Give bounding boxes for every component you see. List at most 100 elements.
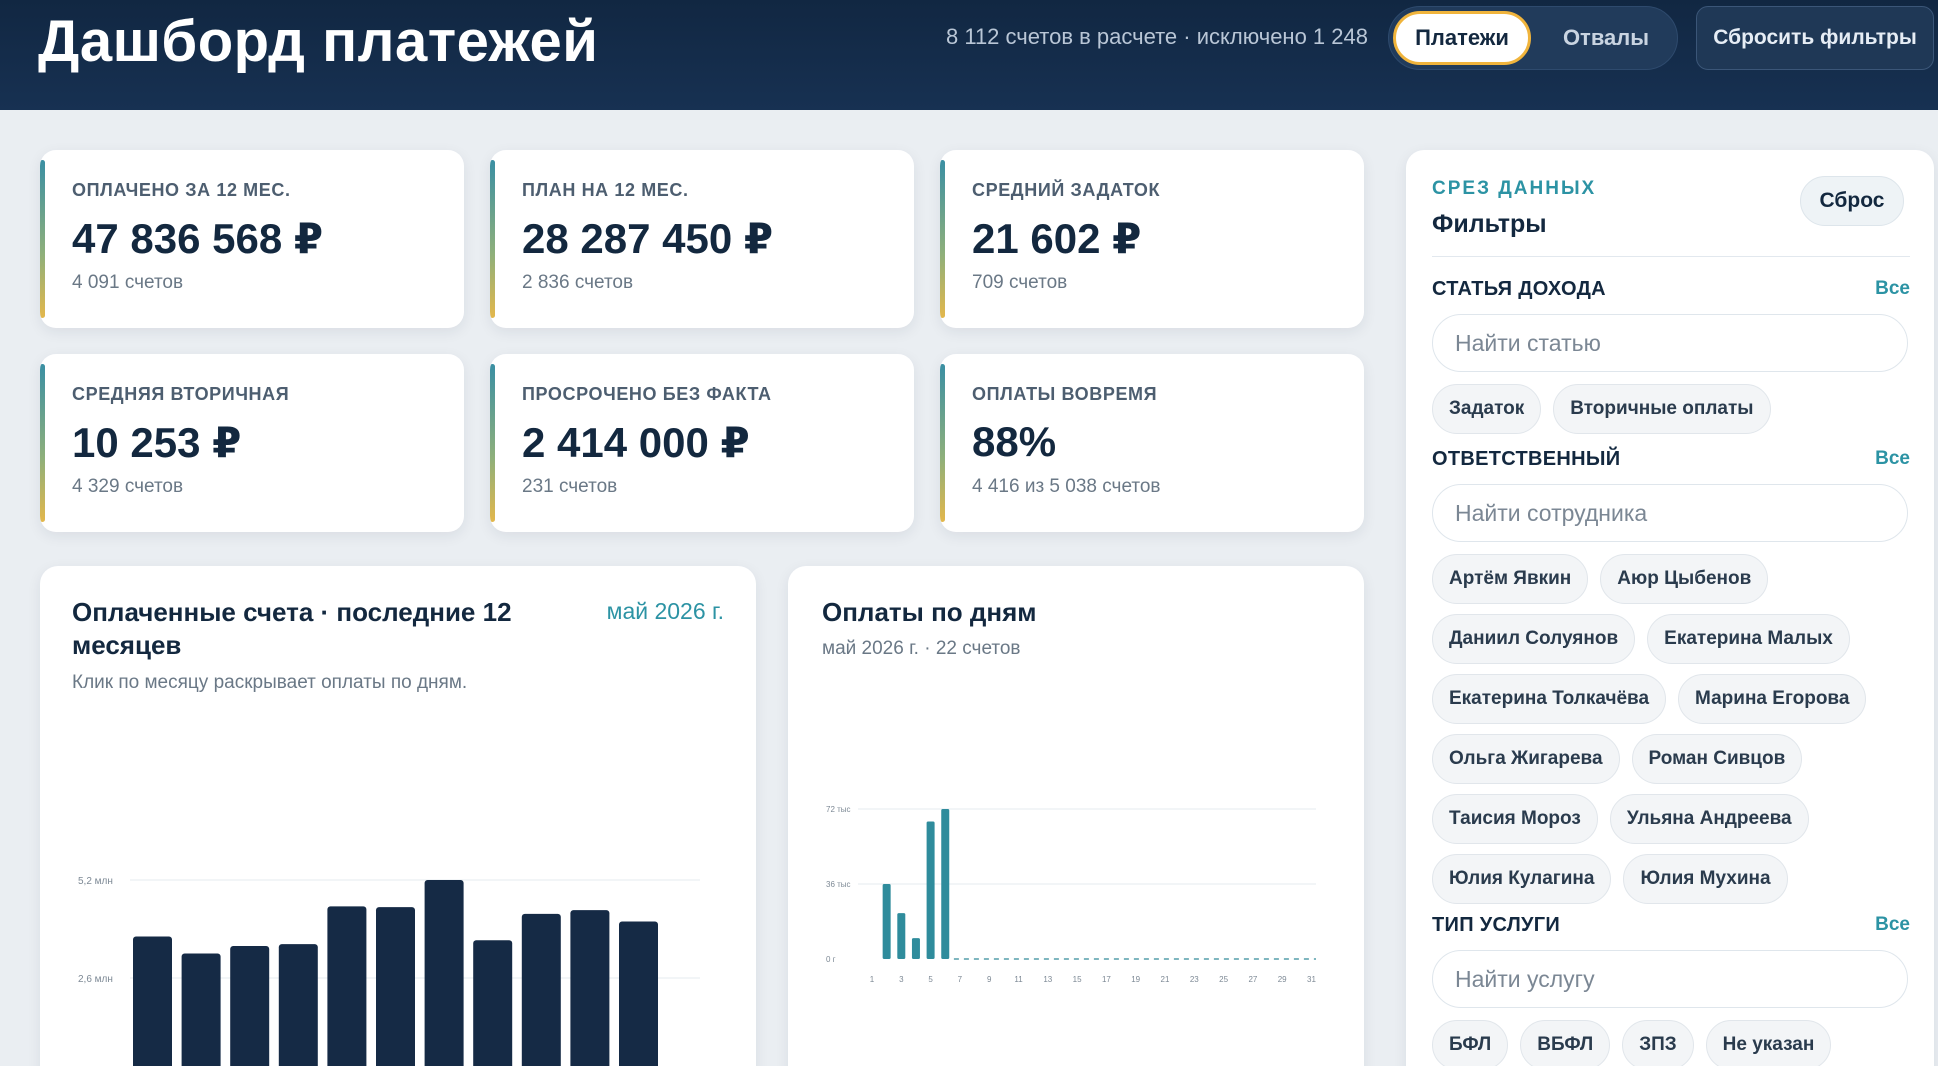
kpi-label: ПЛАН НА 12 МЕС. xyxy=(522,180,689,200)
chip-service-item[interactable]: ВБФЛ xyxy=(1520,1020,1611,1066)
monthly-chart-card: Оплаченные счета · последние 12 месяцев … xyxy=(40,566,756,1066)
x-tick-label: 23 xyxy=(1190,975,1199,984)
bar-month xyxy=(181,953,221,1066)
income-section-label: СТАТЬЯ ДОХОДА xyxy=(1432,278,1606,300)
kpi-card-paid: ОПЛАЧЕНО ЗА 12 МЕС. 47 836 568 ₽ 4 091 с… xyxy=(40,150,464,328)
bar-day xyxy=(941,809,950,959)
x-tick-label: 31 xyxy=(1307,975,1316,984)
x-tick-label: 25 xyxy=(1219,975,1228,984)
x-tick-label: 17 xyxy=(1102,975,1111,984)
owner-section-label: ОТВЕТСТВЕННЫЙ xyxy=(1432,448,1621,470)
daily-chart-subtitle: май 2026 г. · 22 счетов xyxy=(822,638,1021,659)
kpi-label: ПРОСРОЧЕНО БЕЗ ФАКТА xyxy=(522,384,772,404)
x-tick-label: 3 xyxy=(899,975,904,984)
chip-owner-item[interactable]: Даниил Солуянов xyxy=(1432,614,1636,664)
y-tick-label: 36 тыс xyxy=(826,880,851,889)
bar-month xyxy=(327,906,367,1066)
filters-panel: СРЕЗ ДАННЫХ Фильтры Сброс СТАТЬЯ ДОХОДА … xyxy=(1406,150,1934,1066)
chip-owner-item[interactable]: Роман Сивцов xyxy=(1631,734,1803,784)
y-tick-label: 2,6 млн xyxy=(78,974,113,985)
tab-dropouts[interactable]: Отвалы xyxy=(1562,25,1650,50)
x-tick-label: 13 xyxy=(1043,975,1052,984)
chip-owner-item[interactable]: Юлия Кулагина xyxy=(1432,854,1612,904)
panel-kicker: СРЕЗ ДАННЫХ xyxy=(1432,178,1597,199)
bar-month xyxy=(230,945,270,1066)
kpi-value: 88% xyxy=(972,418,1057,465)
daily-chart-card: Оплаты по дням май 2026 г. · 22 счетов 7… xyxy=(788,566,1364,1066)
bar-day xyxy=(911,938,920,959)
chip-owner-item[interactable]: Ольга Жигарева xyxy=(1432,734,1620,784)
kpi-subtext: 4 091 счетов xyxy=(72,272,184,293)
income-select-all-link[interactable]: Все xyxy=(1875,278,1910,299)
panel-title: Фильтры xyxy=(1432,210,1547,238)
bar-month xyxy=(570,910,610,1066)
income-chips: Задаток Вторичные оплаты xyxy=(1432,384,1912,434)
x-tick-label: 1 xyxy=(870,975,875,984)
reset-filters-button[interactable]: Сбросить фильтры xyxy=(1696,6,1934,70)
x-tick-label: 27 xyxy=(1248,975,1257,984)
kpi-card-overdue: ПРОСРОЧЕНО БЕЗ ФАКТА 2 414 000 ₽ 231 сче… xyxy=(490,354,914,532)
chip-service-item[interactable]: Не указан xyxy=(1705,1020,1832,1066)
kpi-value: 21 602 ₽ xyxy=(972,215,1142,262)
x-tick-label: 9 xyxy=(987,975,992,984)
owner-chips: Артём Явкин Аюр Цыбенов Даниил Солуянов … xyxy=(1432,554,1912,904)
x-tick-label: 21 xyxy=(1161,975,1170,984)
chip-service-item[interactable]: БФЛ xyxy=(1432,1020,1509,1066)
selected-month-link[interactable]: май 2026 г. xyxy=(606,598,724,624)
chip-owner-item[interactable]: Екатерина Малых xyxy=(1647,614,1850,664)
chip-income-item[interactable]: Вторичные оплаты xyxy=(1553,384,1771,434)
service-select-all-link[interactable]: Все xyxy=(1875,914,1910,935)
chip-income-item[interactable]: Задаток xyxy=(1432,384,1542,434)
daily-chart-title: Оплаты по дням xyxy=(822,597,1037,627)
chip-owner-item[interactable]: Юлия Мухина xyxy=(1623,854,1788,904)
chip-service-item[interactable]: ЗПЗ xyxy=(1622,1020,1694,1066)
bar-month xyxy=(424,880,464,1066)
monthly-chart-hint: Клик по месяцу раскрывает оплаты по дням… xyxy=(72,672,468,693)
owner-search-input[interactable]: Найти сотрудника xyxy=(1432,484,1908,542)
kpi-card-plan: ПЛАН НА 12 МЕС. 28 287 450 ₽ 2 836 счето… xyxy=(490,150,914,328)
kpi-value: 47 836 568 ₽ xyxy=(72,215,324,262)
chip-owner-item[interactable]: Екатерина Толкачёва xyxy=(1432,674,1667,724)
x-tick-label: 7 xyxy=(958,975,963,984)
monthly-bar-chart: 5,2 млн 2,6 млн xyxy=(78,876,700,1066)
kpi-subtext: 2 836 счетов xyxy=(522,272,634,293)
bar-day xyxy=(926,821,935,959)
kpi-subtext: 4 416 из 5 038 счетов xyxy=(972,476,1161,497)
bar-month xyxy=(376,907,415,1066)
panel-reset-button[interactable]: Сброс xyxy=(1800,176,1904,226)
owner-select-all-link[interactable]: Все xyxy=(1875,448,1910,469)
bar-day xyxy=(897,913,906,959)
bar-month xyxy=(133,936,172,1066)
chip-owner-item[interactable]: Ульяна Андреева xyxy=(1609,794,1809,844)
chip-owner-item[interactable]: Марина Егорова xyxy=(1678,674,1867,724)
service-section-label: ТИП УСЛУГИ xyxy=(1432,914,1561,936)
bar-month xyxy=(278,944,318,1066)
y-tick-label: 72 тыс xyxy=(826,805,851,814)
kpi-card-avg-secondary: СРЕДНЯЯ ВТОРИЧНАЯ 10 253 ₽ 4 329 счетов xyxy=(40,354,464,532)
bar-month xyxy=(619,921,658,1066)
y-tick-label: 5,2 млн xyxy=(78,876,113,887)
kpi-card-avg-deposit: СРЕДНИЙ ЗАДАТОК 21 602 ₽ 709 счетов xyxy=(940,150,1364,328)
kpi-card-on-time: ОПЛАТЫ ВОВРЕМЯ 88% 4 416 из 5 038 счетов xyxy=(940,354,1364,532)
service-search-input[interactable]: Найти услугу xyxy=(1432,950,1908,1008)
top-bar: Дашборд платежей 8 112 счетов в расчете … xyxy=(0,0,1938,110)
tab-payments[interactable]: Платежи xyxy=(1393,11,1531,65)
chip-owner-item[interactable]: Аюр Цыбенов xyxy=(1600,554,1769,604)
x-tick-label: 5 xyxy=(928,975,933,984)
x-tick-label: 19 xyxy=(1131,975,1140,984)
header-stats: 8 112 счетов в расчете · исключено 1 248 xyxy=(946,24,1368,49)
kpi-subtext: 709 счетов xyxy=(972,272,1068,293)
income-search-input[interactable]: Найти статью xyxy=(1432,314,1908,372)
monthly-chart-title: Оплаченные счета · последние 12 месяцев xyxy=(72,597,512,660)
kpi-value: 10 253 ₽ xyxy=(72,419,242,466)
x-tick-label: 11 xyxy=(1014,975,1023,984)
kpi-subtext: 231 счетов xyxy=(522,476,618,497)
chip-owner-item[interactable]: Артём Явкин xyxy=(1432,554,1589,604)
service-chips: БФЛ ВБФЛ ЗПЗ Не указан xyxy=(1432,1020,1912,1066)
kpi-label: ОПЛАТЫ ВОВРЕМЯ xyxy=(972,384,1158,404)
kpi-value: 2 414 000 ₽ xyxy=(522,419,750,466)
chip-owner-item[interactable]: Таисия Мороз xyxy=(1432,794,1598,844)
bar-month xyxy=(521,913,561,1066)
kpi-subtext: 4 329 счетов xyxy=(72,476,184,497)
